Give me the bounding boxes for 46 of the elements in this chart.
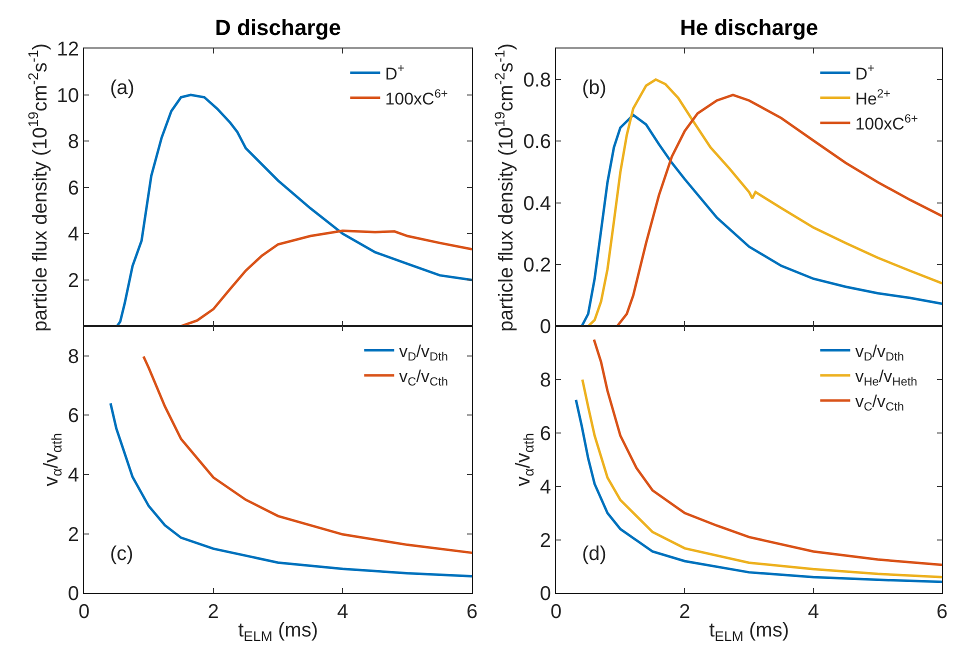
legend-label: 100xC$^{6+}$: [855, 111, 918, 134]
legend-label: He$^{2+}$: [855, 86, 891, 108]
y-tick-label: 2: [68, 524, 80, 546]
y-tick-label: 8: [68, 346, 80, 368]
y-tick-label: 10: [56, 84, 80, 107]
y-tick-label: 0.4: [523, 192, 552, 215]
x-tick-label: 6: [466, 601, 478, 624]
legend-label: v$_{D}$/v$_{Dth}$: [399, 342, 448, 364]
annotation: (c): [110, 543, 134, 565]
y-tick-label: 0.6: [523, 131, 552, 154]
y-tick-label: 0: [68, 583, 80, 606]
x-axis-title: t$_{ELM}$ (ms): [238, 620, 318, 644]
chart-title: He discharge: [680, 15, 818, 40]
y-tick-label: 0.8: [523, 70, 552, 92]
chart-title: D discharge: [215, 15, 341, 40]
annotation: (a): [110, 77, 134, 99]
y-tick-label: 6: [540, 422, 552, 445]
y-tick-label: 8: [540, 370, 552, 392]
y-tick-label: 12: [56, 38, 80, 61]
y-tick-label: 0.2: [523, 254, 552, 277]
legend-label: v$_{He}$/v$_{Heth}$: [855, 366, 918, 389]
y-tick-label: 8: [68, 131, 80, 154]
legend-label: v$_{C}$/v$_{Cth}$: [855, 392, 904, 414]
y-tick-label: 6: [68, 177, 80, 200]
x-tick-label: 4: [337, 601, 348, 624]
legend-label: v$_{D}$/v$_{Dth}$: [855, 342, 904, 364]
y-tick-label: 4: [68, 464, 80, 487]
legend-label: v$_{C}$/v$_{Cth}$: [399, 366, 448, 389]
x-tick-label: 4: [808, 601, 819, 624]
y-tick-label: 4: [68, 224, 80, 246]
annotation: (d): [582, 543, 606, 565]
line-series: [109, 402, 472, 578]
y-tick-label: 4: [540, 476, 552, 498]
annotation: (b): [582, 77, 606, 99]
x-tick-label: 2: [208, 601, 219, 624]
x-tick-label: 2: [679, 601, 690, 624]
y-tick-label: 2: [68, 270, 80, 292]
legend-label: 100xC$^{6+}$: [385, 86, 448, 108]
x-axis-title: t$_{ELM}$ (ms): [709, 620, 790, 644]
legend-label: D$^{+}$: [385, 61, 404, 84]
y-tick-label: 0: [540, 316, 552, 338]
y-tick-label: 2: [540, 530, 552, 552]
y-tick-label: 6: [68, 405, 80, 428]
x-tick-label: 6: [936, 601, 948, 624]
y-tick-label: 0: [540, 583, 552, 606]
legend-label: D$^{+}$: [855, 61, 874, 84]
